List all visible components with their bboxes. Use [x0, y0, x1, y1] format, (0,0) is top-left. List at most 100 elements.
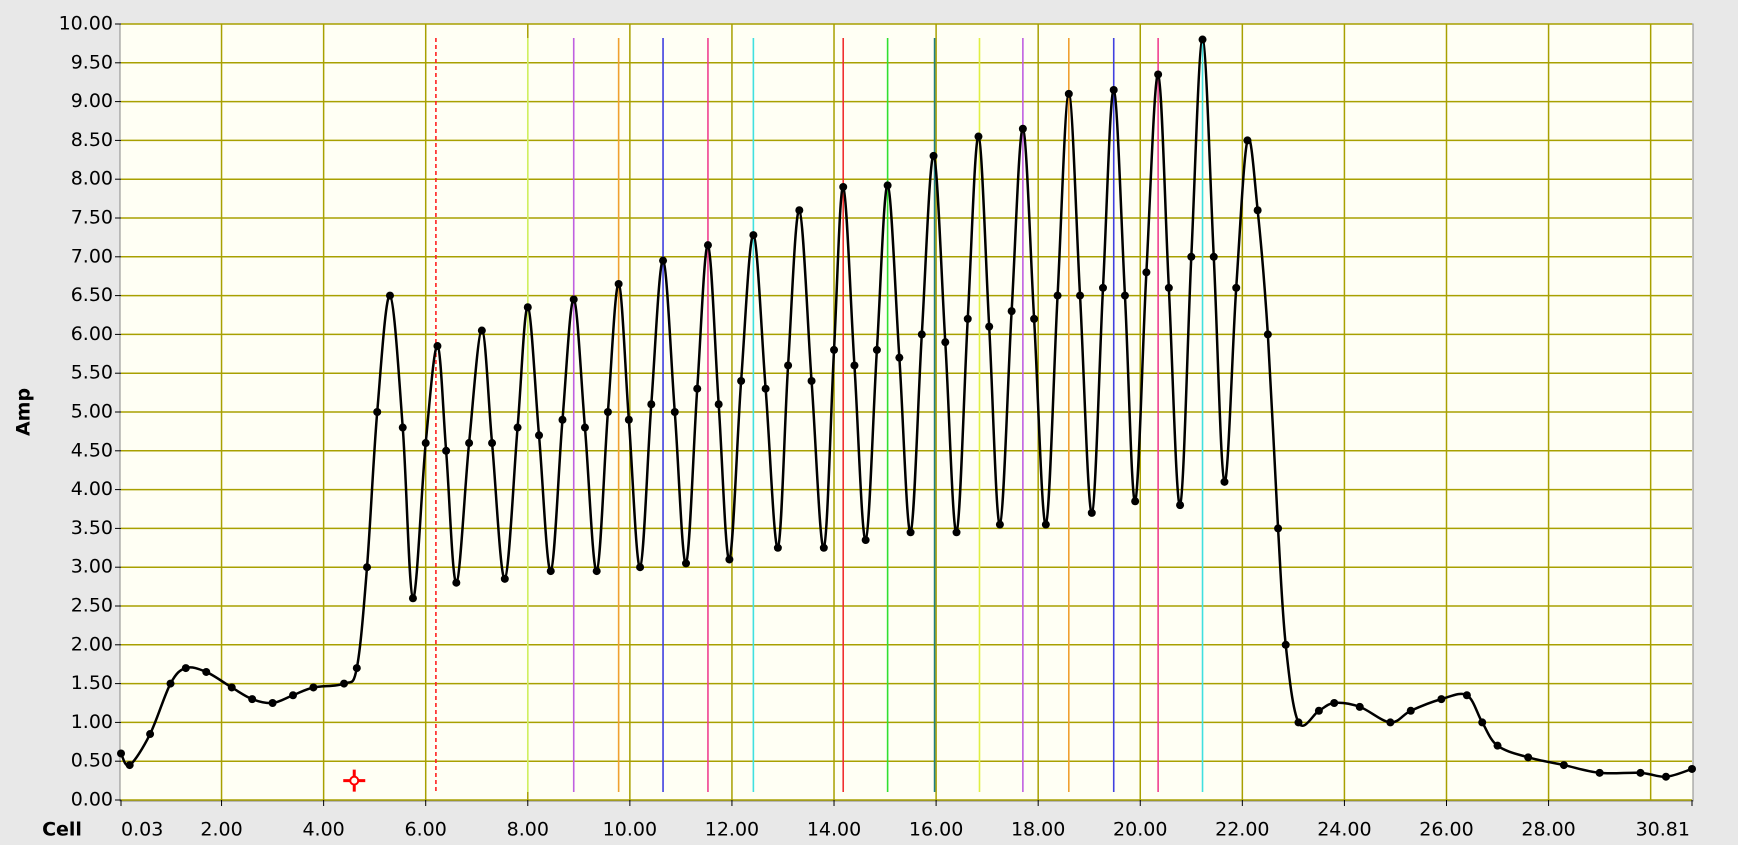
y-tick-label: 10.00 — [59, 13, 113, 35]
data-point — [906, 528, 915, 537]
data-point — [442, 446, 451, 455]
y-tick-label: 7.50 — [71, 207, 113, 229]
data-point — [1524, 753, 1533, 762]
data-point — [1209, 252, 1218, 261]
data-point — [784, 361, 793, 370]
data-point — [1142, 268, 1151, 277]
data-point — [1355, 702, 1364, 711]
x-tick-label: 4.00 — [302, 819, 344, 841]
data-point — [363, 563, 372, 572]
data-point — [659, 256, 668, 265]
data-point — [488, 439, 497, 448]
data-point — [1176, 501, 1185, 510]
data-point — [1661, 772, 1670, 781]
data-point — [1688, 764, 1696, 773]
data-point — [1386, 718, 1395, 727]
data-point — [592, 567, 601, 576]
data-point — [861, 536, 870, 545]
data-point — [941, 338, 950, 347]
data-point — [268, 699, 277, 707]
data-point — [693, 384, 702, 393]
data-point — [125, 761, 134, 770]
y-tick-label: 0.00 — [71, 789, 113, 811]
data-point — [248, 695, 257, 704]
data-point — [883, 181, 892, 190]
data-point — [614, 279, 623, 288]
data-point — [1559, 761, 1568, 770]
x-tick-label: 6.00 — [405, 819, 447, 841]
x-tick-label: 30.81 — [1636, 819, 1690, 841]
data-point — [1064, 89, 1073, 98]
x-tick-label: 20.00 — [1113, 819, 1167, 841]
data-point — [761, 384, 770, 393]
data-point — [500, 574, 509, 583]
data-point — [166, 679, 175, 688]
data-point — [373, 408, 382, 416]
x-tick-label: 14.00 — [807, 819, 861, 841]
data-point — [929, 151, 938, 160]
x-tick-label: 24.00 — [1317, 819, 1371, 841]
data-point — [535, 431, 544, 440]
data-point — [952, 528, 961, 537]
data-point — [513, 423, 522, 432]
data-point — [1131, 497, 1140, 506]
data-point — [1595, 768, 1604, 777]
data-point — [146, 730, 155, 739]
data-point — [603, 408, 612, 416]
y-tick-label: 9.50 — [71, 51, 113, 73]
y-tick-label: 1.00 — [71, 711, 113, 733]
data-point — [830, 345, 839, 354]
data-point — [1253, 206, 1262, 215]
x-tick-label: 28.00 — [1521, 819, 1575, 841]
data-point — [985, 322, 994, 331]
data-point — [580, 423, 589, 432]
data-point — [974, 132, 983, 141]
y-axis-label: Amp — [13, 388, 35, 436]
data-point — [1053, 291, 1062, 300]
data-point — [477, 326, 486, 335]
data-point — [1330, 699, 1339, 707]
data-point — [289, 691, 298, 700]
data-point — [1274, 524, 1283, 533]
data-point — [385, 291, 394, 300]
data-point — [465, 439, 474, 448]
data-point — [1478, 718, 1487, 727]
data-point — [1120, 291, 1129, 300]
data-point — [398, 423, 407, 432]
data-point — [546, 567, 555, 576]
data-point — [1314, 706, 1323, 715]
data-point — [647, 400, 656, 409]
y-tick-label: 7.00 — [71, 245, 113, 267]
data-point — [1109, 85, 1118, 94]
data-point — [624, 415, 633, 424]
data-point — [1154, 70, 1163, 79]
y-tick-label: 3.50 — [71, 517, 113, 539]
data-point — [714, 400, 723, 409]
x-tick-label: 12.00 — [705, 819, 759, 841]
data-point — [523, 303, 532, 312]
y-tick-label: 6.50 — [71, 284, 113, 306]
x-tick-label: 0.03 — [121, 819, 163, 841]
data-point — [895, 353, 904, 362]
data-point — [1076, 291, 1085, 300]
data-point — [1294, 718, 1303, 727]
data-point — [569, 295, 578, 304]
data-point — [917, 330, 926, 339]
data-point — [1164, 283, 1173, 292]
y-tick-label: 8.00 — [71, 168, 113, 190]
data-point — [963, 314, 972, 323]
y-tick-label: 2.00 — [71, 633, 113, 655]
data-point — [682, 559, 691, 568]
x-tick-label: 16.00 — [909, 819, 963, 841]
x-tick-label: 8.00 — [507, 819, 549, 841]
data-point — [352, 664, 361, 673]
x-tick-label: 22.00 — [1215, 819, 1269, 841]
data-point — [839, 182, 848, 191]
data-point — [1198, 35, 1207, 44]
data-point — [1232, 283, 1241, 292]
data-point — [1437, 695, 1446, 704]
data-point — [773, 543, 782, 552]
data-point — [1220, 477, 1229, 486]
data-point — [408, 594, 417, 603]
